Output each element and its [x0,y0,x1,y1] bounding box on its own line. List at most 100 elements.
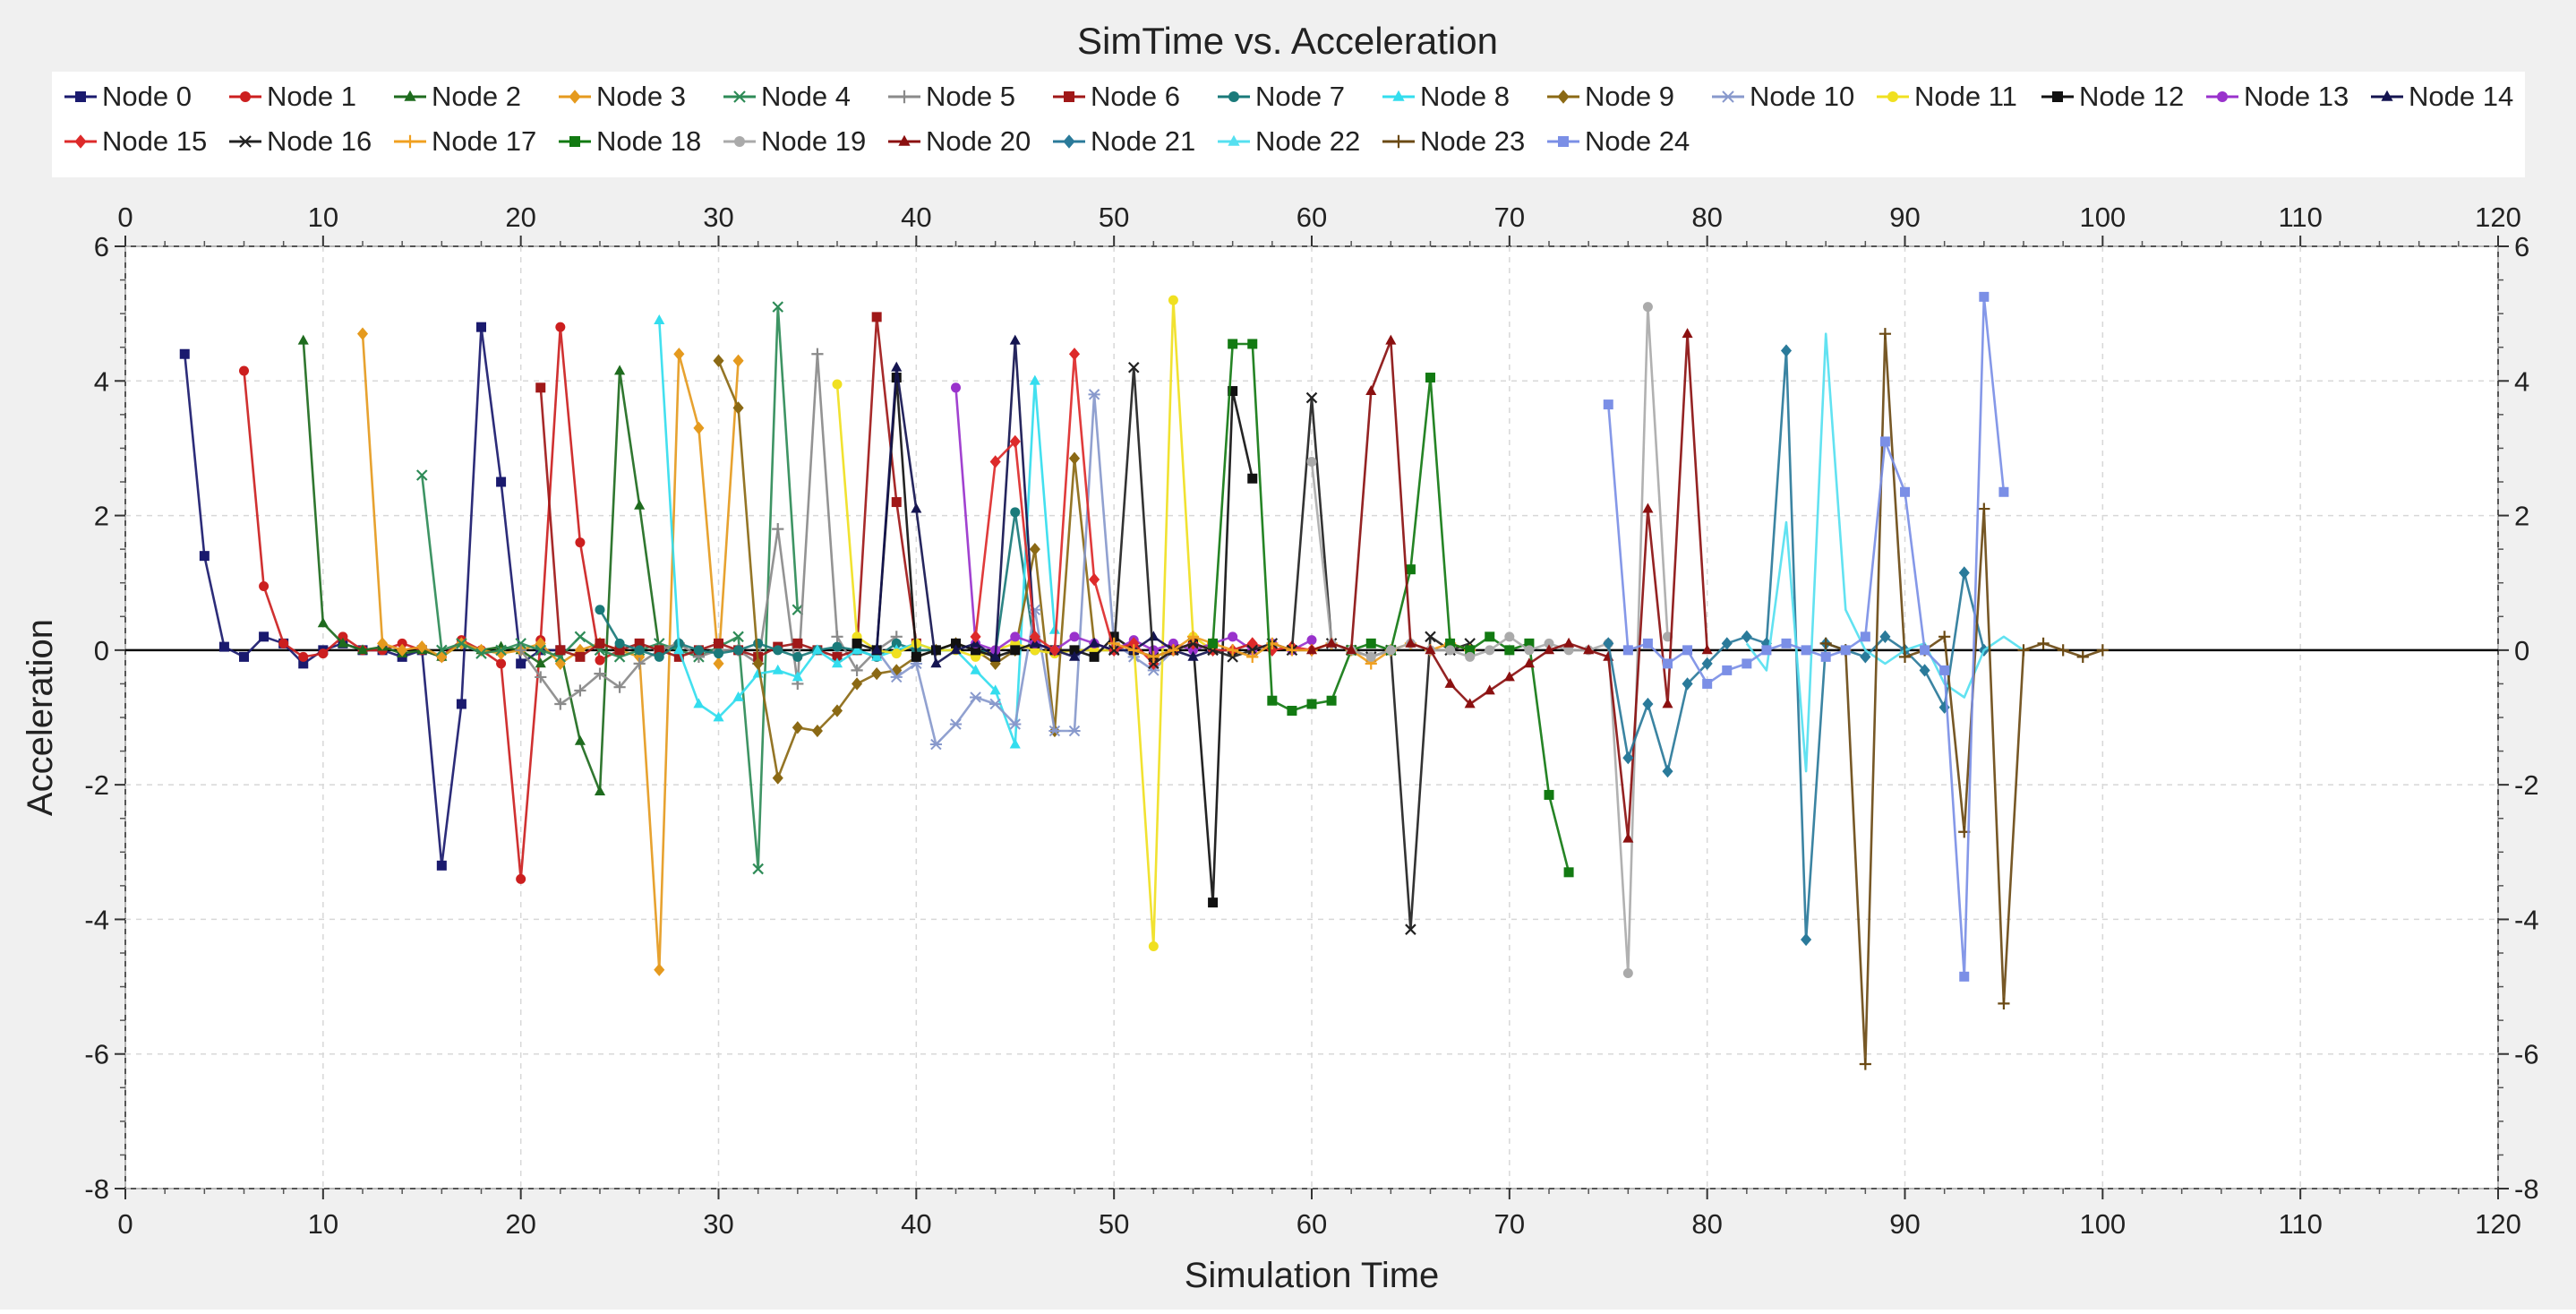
legend-label-node-14: Node 14 [2409,81,2513,112]
data-point-node-0 [456,699,466,709]
x-tick-label-bottom: 20 [505,1208,535,1240]
y-tick-label-left: -6 [84,1039,109,1070]
data-point-node-8 [1029,374,1040,385]
legend-marker-node-14 [2381,90,2393,101]
data-point-node-6 [535,382,546,393]
data-point-node-5 [594,667,606,680]
data-point-node-17 [1246,650,1259,663]
data-point-node-18 [1247,339,1258,349]
data-point-node-24 [1722,665,1733,675]
legend-marker-node-6 [1064,91,1074,102]
data-point-node-6 [634,638,645,648]
data-point-node-9 [752,657,764,671]
data-point-node-19 [1524,645,1535,656]
legend-marker-node-0 [75,91,86,102]
data-point-node-7 [753,638,764,648]
legend-marker-node-3 [569,90,581,104]
data-point-node-14 [1009,334,1021,345]
data-point-node-3 [475,643,487,657]
data-point-node-19 [1544,638,1554,648]
x-tick-label-bottom: 120 [2475,1208,2521,1240]
data-point-node-1 [259,580,270,591]
data-point-node-8 [713,711,724,722]
data-point-node-18 [1563,867,1574,878]
data-point-node-10 [989,698,1002,710]
y-tick-label-right: -8 [2514,1173,2539,1205]
series-node-20 [1305,328,1713,843]
data-point-node-9 [732,401,744,415]
data-point-node-23 [2076,650,2089,663]
data-point-node-2 [337,637,348,648]
data-point-node-20 [1523,657,1535,668]
data-point-node-8 [852,644,863,655]
data-point-node-23 [1819,637,1832,649]
data-point-node-15 [1128,637,1140,650]
data-point-node-21 [1642,697,1654,711]
data-point-node-20 [1405,637,1416,648]
y-tick-label-left: 2 [94,501,109,532]
data-point-node-0 [259,631,270,642]
legend-item-node-5: Node 5 [888,81,1015,112]
data-point-node-2 [634,499,646,510]
data-point-node-6 [891,497,902,508]
data-point-node-24 [1682,645,1693,656]
data-point-node-13 [951,382,961,393]
data-point-node-14 [930,657,942,668]
y-tick-label-left: 4 [94,365,109,397]
data-point-node-8 [1009,738,1021,749]
data-point-node-19 [1445,645,1456,656]
series-line-node-2 [302,340,680,794]
legend-marker-node-1 [240,91,251,102]
legend-label-node-0: Node 0 [102,81,192,112]
legend-item-node-13: Node 13 [2206,81,2349,112]
legend-marker-node-22 [1228,134,1240,146]
data-point-node-20 [1326,637,1338,648]
data-point-node-19 [1563,645,1574,656]
data-point-node-3 [693,421,705,435]
data-point-node-7 [792,651,803,662]
legend-marker-node-4 [733,90,746,103]
axes: 0010102020303040405050606070708080909010… [84,202,2538,1240]
data-point-node-24 [1959,971,1970,982]
legend-label-node-15: Node 15 [102,125,207,157]
legend-marker-node-23 [1391,134,1406,149]
data-point-node-6 [575,651,586,662]
data-point-node-20 [1484,684,1495,695]
data-point-node-11 [891,648,902,659]
data-point-node-12 [951,638,961,648]
data-point-node-23 [1978,502,1990,515]
data-point-node-0 [179,348,190,359]
data-point-node-12 [1010,645,1021,656]
data-point-node-10 [969,691,982,703]
legend-marker-node-2 [404,90,416,101]
data-point-node-17 [1147,650,1160,663]
data-point-node-3 [673,348,685,361]
data-point-node-4 [495,644,507,657]
legend-box [52,72,2525,177]
legend-label-node-24: Node 24 [1585,125,1690,157]
data-point-node-0 [476,322,486,332]
data-point-node-12 [1208,897,1219,908]
legend-label-node-10: Node 10 [1750,81,1854,112]
x-tick-label-top: 30 [703,202,733,233]
data-point-node-4 [752,863,764,875]
data-point-node-16 [1425,631,1436,643]
data-point-node-10 [929,738,943,751]
data-point-node-18 [1544,789,1554,800]
series-layer [179,291,2109,1070]
data-point-node-13 [1168,638,1178,648]
data-point-node-16 [1148,657,1160,670]
data-point-node-12 [911,651,921,662]
legend-label-node-4: Node 4 [761,81,851,112]
x-tick-label-top: 90 [1889,202,1920,233]
data-point-node-14 [950,644,962,655]
data-point-node-18 [1287,705,1297,716]
data-point-node-17 [1127,644,1140,657]
data-point-node-16 [1405,923,1416,935]
data-point-node-18 [1504,645,1515,656]
data-point-node-20 [1662,698,1673,709]
data-point-node-20 [1425,644,1436,655]
data-point-node-3 [535,637,546,650]
x-axis-label: Simulation Time [1185,1256,1440,1295]
data-point-node-12 [1069,645,1080,656]
